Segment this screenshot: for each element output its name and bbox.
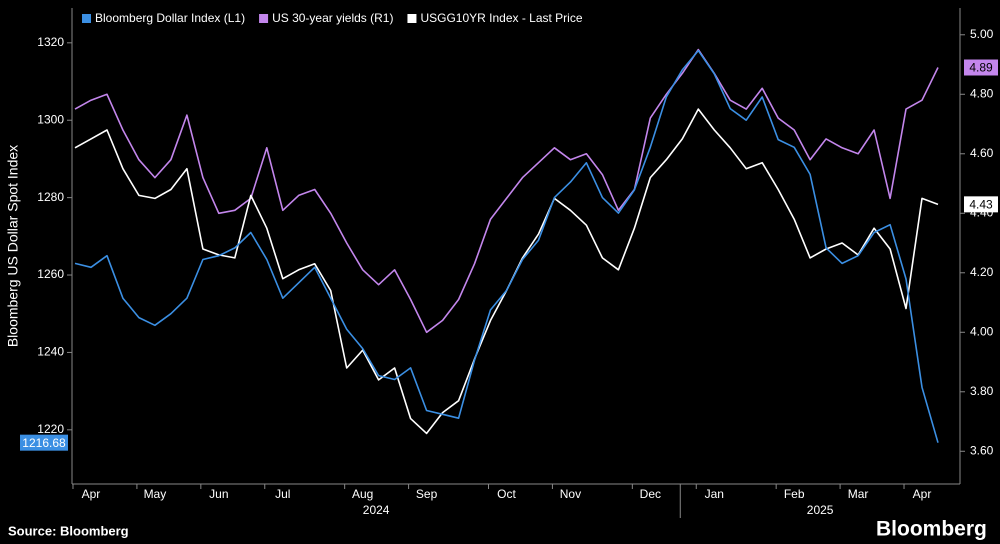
x-tick-label: May — [144, 487, 167, 501]
last-value-label: 1216.68 — [22, 436, 66, 450]
x-tick-label: Jul — [275, 487, 290, 501]
x-tick-label: Oct — [497, 487, 516, 501]
year-label: 2025 — [807, 503, 834, 517]
y2-tick-label: 5.00 — [970, 27, 994, 41]
x-tick-label: Aug — [352, 487, 373, 501]
y-axis-label: Bloomberg US Dollar Spot Index — [5, 145, 21, 347]
x-tick-label: Jun — [209, 487, 228, 501]
last-value-box — [964, 196, 998, 213]
x-tick-label: Apr — [913, 487, 932, 501]
y2-tick-label: 3.80 — [970, 384, 994, 398]
x-tick-label: Sep — [416, 487, 438, 501]
y-tick-label: 1300 — [37, 112, 64, 126]
y2-tick-label: 4.60 — [970, 146, 994, 160]
x-tick-label: Feb — [784, 487, 805, 501]
y2-tick-label: 4.20 — [970, 265, 994, 279]
series-line — [74, 48, 939, 334]
y-tick-label: 1220 — [37, 422, 64, 436]
y2-tick-label: 4.80 — [970, 86, 994, 100]
legend-label: Bloomberg Dollar Index (L1) — [95, 11, 245, 25]
legend-swatch — [259, 14, 269, 23]
x-tick-label: Mar — [848, 487, 869, 501]
legend-label: USGG10YR Index - Last Price — [420, 11, 582, 25]
last-value-box — [20, 434, 68, 451]
x-tick-label: Jan — [705, 487, 724, 501]
last-value-box — [964, 59, 998, 76]
y2-tick-label: 4.00 — [970, 324, 994, 338]
y-tick-label: 1280 — [37, 190, 64, 204]
last-value-label: 4.43 — [969, 198, 993, 212]
legend-label: US 30-year yields (R1) — [272, 11, 393, 25]
y-tick-label: 1240 — [37, 345, 64, 359]
y-tick-label: 1320 — [37, 35, 64, 49]
source: Source: Bloomberg — [8, 523, 129, 538]
x-tick-label: Nov — [560, 487, 581, 501]
x-tick-label: Dec — [640, 487, 661, 501]
year-label: 2024 — [363, 503, 390, 517]
brand: Bloomberg — [876, 518, 987, 541]
y-tick-label: 1260 — [37, 267, 64, 281]
series-line — [74, 49, 939, 443]
x-tick-label: Apr — [82, 487, 101, 501]
y2-tick-label: 3.60 — [970, 443, 994, 457]
last-value-label: 4.89 — [969, 61, 993, 75]
legend-swatch — [407, 14, 417, 23]
legend-swatch — [82, 14, 91, 23]
